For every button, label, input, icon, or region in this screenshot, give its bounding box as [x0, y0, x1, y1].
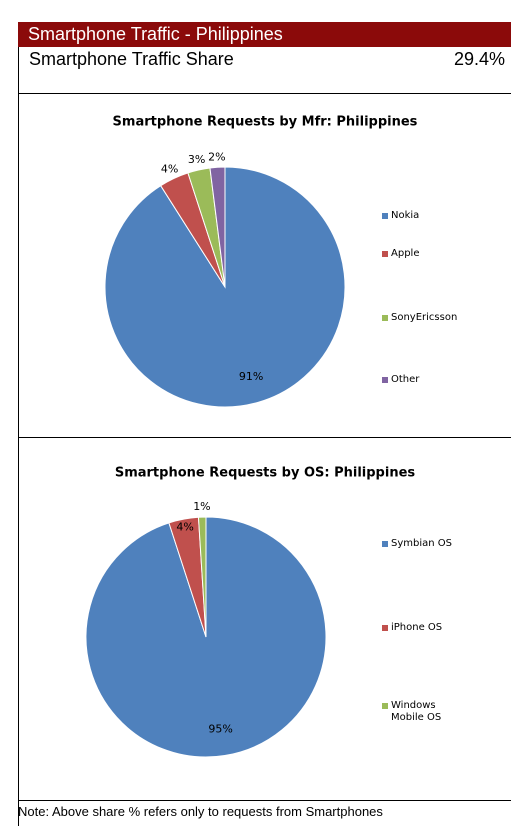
legend-item: Windows Mobile OS: [382, 700, 463, 724]
legend-swatch: [382, 377, 388, 383]
data-label: 1%: [193, 500, 210, 513]
share-row: Smartphone Traffic Share 29.4%: [18, 47, 511, 71]
legend-item: Nokia: [382, 210, 463, 222]
data-label: 2%: [208, 150, 225, 163]
data-label: 3%: [188, 153, 205, 166]
chart-title: Smartphone Requests by Mfr: Philippines: [113, 115, 418, 130]
legend-item: SonyEricsson: [382, 312, 463, 324]
legend-item: Symbian OS: [382, 538, 463, 550]
legend-item: Apple: [382, 248, 463, 260]
share-label: Smartphone Traffic Share: [29, 49, 234, 69]
chart-title: Smartphone Requests by OS: Philippines: [115, 466, 416, 481]
legend-swatch: [382, 251, 388, 257]
legend-swatch: [382, 541, 388, 547]
share-value: 29.4%: [454, 49, 506, 69]
data-label: 4%: [161, 162, 178, 175]
note: Note: Above share % refers only to reque…: [18, 804, 383, 819]
data-label: 91%: [239, 370, 263, 383]
legend-item: iPhone OS: [382, 622, 463, 634]
legend-swatch: [382, 315, 388, 321]
header-title: Smartphone Traffic - Philippines: [18, 22, 511, 47]
pie-slice: [197, 516, 207, 638]
data-label: 4%: [176, 520, 193, 533]
legend-item: Other: [382, 374, 463, 386]
legend-swatch: [382, 213, 388, 219]
pie-slice: [209, 166, 226, 288]
legend-swatch: [382, 703, 388, 709]
data-label: 95%: [208, 722, 232, 735]
legend-swatch: [382, 625, 388, 631]
